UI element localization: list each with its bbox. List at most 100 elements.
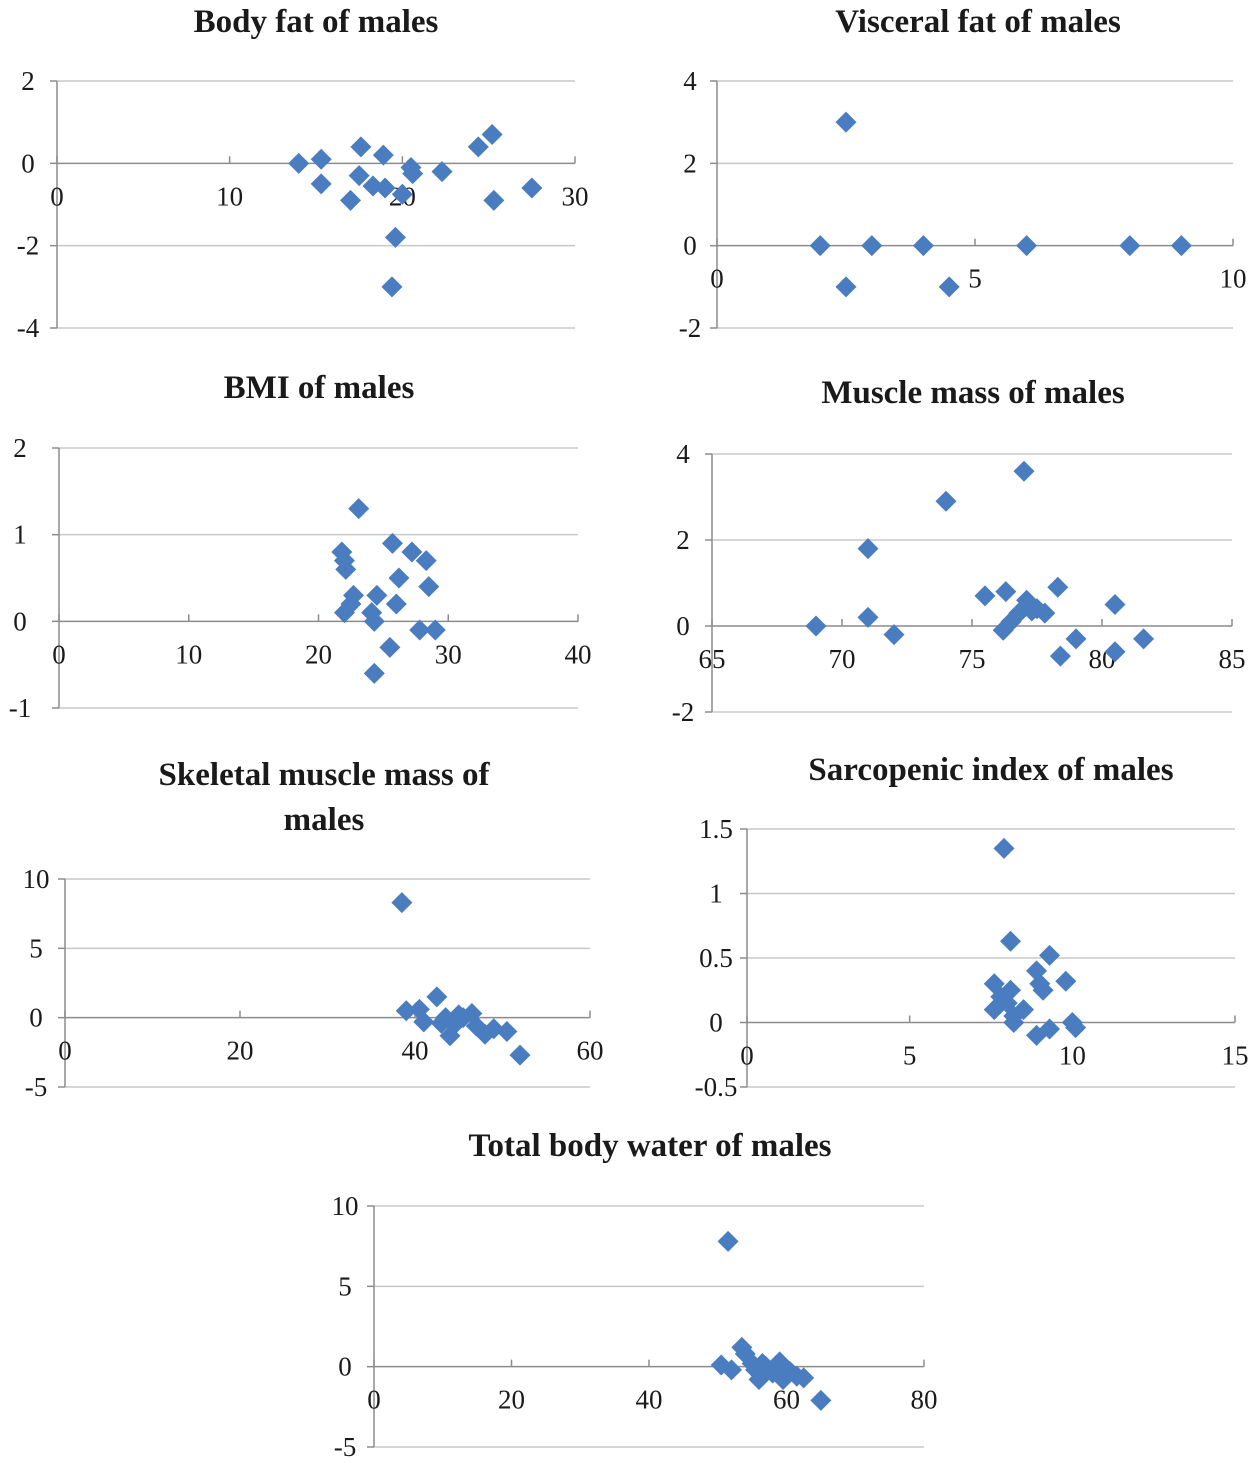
sarcopenic-index-point [1000,930,1022,952]
bmi-y-tick-label: -1 [9,693,32,723]
body-fat-y-tick-label: -4 [17,313,40,343]
sarcopenic-index-point [993,837,1015,859]
muscle-mass-point [995,581,1017,603]
skeletal-muscle-mass-point [461,1003,483,1025]
sarcopenic-index-x-tick-label: 15 [1222,1041,1249,1071]
total-body-water-point [810,1389,832,1411]
muscle-mass-point [1104,594,1126,615]
skeletal-muscle-mass-point [509,1044,531,1066]
body-fat-point [348,165,370,187]
skeletal-muscle-mass-point [395,1000,417,1022]
total-body-water-y-tick-label: -5 [334,1432,357,1462]
skeletal-muscle-mass-x-tick-label: 20 [227,1036,254,1066]
skeletal-muscle-mass-point [413,1011,435,1033]
bmi-point [409,619,431,641]
visceral-fat-x-tick-label: 0 [710,264,724,294]
sarcopenic-index-title: Sarcopenic index of males [808,752,1173,788]
visceral-fat-y-tick-label: 2 [683,148,697,178]
bmi-point [385,593,407,615]
sarcopenic-index-y-tick-label: 0 [709,1008,723,1038]
muscle-mass-point [1104,641,1126,663]
bmi-point [388,567,410,589]
muscle-mass-y-tick-label: 0 [676,611,690,641]
skeletal-muscle-mass-point [496,1021,518,1043]
sarcopenic-index-point [1032,979,1054,1001]
body-fat-point [483,189,505,211]
body-fat-y-tick-label: 2 [21,66,35,96]
total-body-water-point [717,1230,739,1252]
visceral-fat-point [938,276,960,298]
muscle-mass-point [805,615,827,637]
total-body-water-title: Total body water of males [469,1128,832,1164]
visceral-fat-point [835,111,857,133]
bmi-point [381,532,403,554]
skeletal-muscle-mass-x-tick-label: 0 [58,1036,72,1066]
sarcopenic-index-y-tick-label: 1 [709,879,723,909]
bmi-point [343,584,365,606]
sarcopenic-index-point [1013,999,1035,1021]
body-fat-point [384,226,406,248]
body-fat-point [288,152,310,174]
sarcopenic-index-point [1003,1012,1025,1033]
skeletal-muscle-mass-y-tick-label: 10 [23,864,50,894]
sarcopenic-index-point [1000,979,1022,1001]
sarcopenic-index-x-tick-label: 10 [1059,1041,1086,1071]
muscle-mass-x-tick-label: 65 [699,644,726,674]
visceral-fat-x-tick-label: 5 [968,264,982,294]
skeletal-muscle-mass-chart: Skeletal muscle mass of males 10 5 0 -5 0 20 40 6… [23,757,604,1102]
visceral-fat-y-tick-label: 4 [683,66,697,96]
sarcopenic-index-point [1039,944,1061,966]
skeletal-muscle-mass-y-tick-label: 5 [29,933,43,963]
muscle-mass-y-tick-label: 4 [676,439,690,469]
muscle-mass-y-tick-label: 2 [676,525,690,555]
skeletal-muscle-mass-point [391,892,413,914]
muscle-mass-point [1013,460,1035,482]
muscle-mass-x-tick-label: 75 [959,644,986,674]
muscle-mass-point [857,538,879,560]
total-body-water-y-tick-label: 0 [338,1352,352,1382]
body-fat-point [372,144,394,166]
bmi-point [366,584,388,606]
body-fat-x-tick-label: 10 [216,181,243,211]
body-fat-point [310,148,332,170]
total-body-water-point [793,1367,815,1389]
sarcopenic-index-point [1039,1018,1061,1040]
body-fat-point [402,163,424,185]
muscle-mass-point [935,490,957,512]
body-fat-point [381,276,403,298]
visceral-fat-y-tick-label: -2 [679,313,702,343]
skeletal-muscle-mass-title: males [284,802,365,838]
visceral-fat-point [861,235,883,257]
sarcopenic-index-y-tick-label: -0.5 [695,1072,738,1102]
total-body-water-x-tick-label: 0 [367,1385,381,1415]
body-fat-point [391,183,413,205]
total-body-water-point [721,1359,742,1381]
muscle-mass-point [1065,628,1087,650]
total-body-water-y-tick-label: 5 [338,1271,352,1301]
skeletal-muscle-mass-x-tick-label: 40 [402,1036,429,1066]
visceral-fat-y-tick-label: 0 [683,231,697,261]
muscle-mass-y-tick-label: -2 [672,697,695,727]
bmi-x-tick-label: 30 [435,639,462,669]
muscle-mass-point [1133,628,1155,650]
body-fat-x-tick-label: 0 [50,181,64,211]
muscle-mass-x-tick-label: 70 [829,644,856,674]
skeletal-muscle-mass-title: Skeletal muscle mass of [159,757,491,793]
bmi-x-tick-label: 20 [305,639,332,669]
muscle-mass-point [1047,576,1069,598]
total-body-water-x-tick-label: 80 [911,1385,938,1415]
bmi-y-tick-label: 0 [13,606,27,636]
muscle-mass-point [974,585,996,607]
total-body-water-x-tick-label: 40 [636,1385,663,1415]
body-fat-point [521,177,543,199]
total-body-water-y-tick-label: 10 [332,1191,359,1221]
body-fat-point [481,124,503,146]
body-fat-y-tick-label: 0 [21,148,35,178]
sarcopenic-index-point [1065,1017,1087,1039]
muscle-mass-point [1049,645,1071,667]
body-fat-point [431,161,453,183]
visceral-fat-x-tick-label: 10 [1220,264,1247,294]
